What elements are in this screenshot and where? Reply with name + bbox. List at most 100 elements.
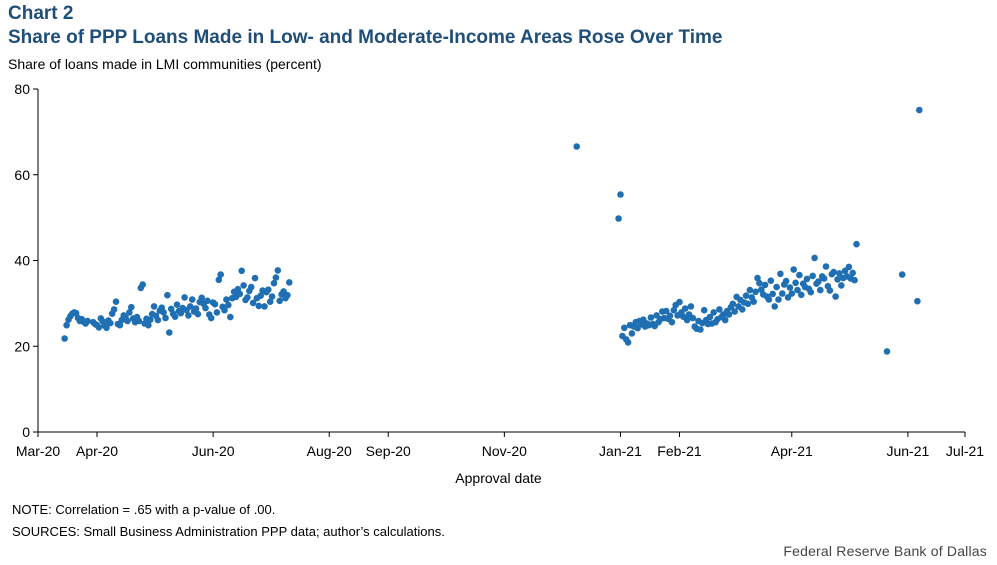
data-point [84, 317, 91, 325]
data-point [742, 292, 750, 300]
data-point [61, 335, 68, 342]
data-point [194, 310, 202, 318]
x-tick-label: Jan-21 [599, 443, 642, 459]
data-point [247, 283, 255, 291]
data-point [767, 277, 775, 285]
publisher-credit: Federal Reserve Bank of Dallas [783, 543, 987, 559]
data-point [624, 339, 632, 346]
data-point [729, 300, 737, 308]
data-point [173, 301, 181, 309]
data-point [721, 316, 729, 324]
x-tick-label: Jul-21 [946, 443, 984, 459]
data-point [832, 293, 839, 300]
data-point [268, 293, 276, 300]
data-point [769, 290, 776, 298]
data-point [266, 298, 274, 306]
data-point [227, 313, 234, 321]
data-point [836, 270, 843, 277]
data-point [826, 287, 834, 294]
data-point [830, 268, 837, 276]
data-point [786, 284, 794, 291]
data-point [171, 313, 179, 321]
data-point [838, 282, 845, 289]
y-tick-label: 0 [22, 424, 30, 440]
data-point [809, 272, 816, 280]
data-point [796, 271, 803, 279]
data-point [270, 279, 278, 287]
data-point [103, 324, 110, 332]
data-point [739, 306, 746, 313]
data-point [798, 291, 805, 299]
data-point [851, 276, 858, 284]
x-axis-ticks: Mar-20 Apr-20 Jun-20 Aug-20 Sep-20 Nov-20 Jan-… [16, 432, 984, 459]
x-tick-label: Mar-20 [16, 443, 61, 459]
data-point [815, 278, 822, 285]
data-point [647, 314, 655, 321]
data-point [162, 314, 169, 322]
y-axis-unit-label: Share of loans made in LMI communities (… [8, 56, 322, 72]
data-point [63, 321, 70, 329]
data-point [752, 288, 759, 296]
data-point [207, 314, 215, 322]
data-point [779, 290, 786, 297]
data-point [286, 279, 293, 286]
data-point [761, 281, 769, 289]
data-point [914, 297, 921, 305]
data-point [249, 299, 257, 307]
data-point [164, 291, 171, 299]
data-point [95, 324, 103, 331]
data-point [198, 294, 205, 302]
data-point [746, 286, 754, 294]
data-point [202, 304, 209, 312]
data-point [744, 300, 752, 308]
data-point [731, 308, 738, 315]
chart-sources: SOURCES: Small Business Administration P… [12, 524, 445, 539]
data-point [916, 106, 923, 114]
data-points [61, 106, 923, 355]
y-tick-label: 40 [14, 253, 30, 269]
data-point [192, 305, 200, 312]
data-point [615, 215, 622, 222]
data-point [110, 306, 118, 313]
x-tick-label: Jun-21 [886, 443, 929, 459]
data-point [706, 313, 714, 321]
data-point [697, 326, 704, 333]
data-point [792, 279, 799, 287]
data-point [236, 290, 244, 298]
data-point [223, 296, 230, 303]
data-point [765, 296, 773, 303]
data-point [676, 298, 683, 306]
data-point [188, 296, 196, 303]
data-point [834, 276, 841, 283]
data-point [782, 277, 790, 285]
data-point [689, 314, 697, 322]
data-point [116, 321, 124, 329]
data-point [666, 312, 674, 320]
data-point [217, 271, 224, 278]
data-point [238, 267, 245, 275]
data-point [716, 306, 723, 313]
chart-title: Share of PPP Loans Made in Low- and Mode… [8, 27, 723, 48]
data-point [215, 276, 223, 284]
data-point [261, 303, 268, 310]
data-point [777, 270, 784, 278]
data-point [225, 301, 232, 309]
data-point [147, 316, 154, 324]
y-axis-ticks: 0 20 40 60 80 [14, 81, 38, 440]
data-point [725, 311, 733, 318]
data-point [807, 288, 815, 296]
data-point [126, 309, 133, 316]
chart-note: NOTE: Correlation = .65 with a p-value o… [12, 502, 276, 517]
data-point [284, 291, 291, 299]
data-point [754, 274, 761, 282]
x-tick-label: Feb-21 [657, 443, 702, 459]
data-point [817, 286, 824, 294]
x-tick-label: Nov-20 [482, 443, 527, 459]
y-tick-label: 60 [14, 167, 30, 183]
data-point [898, 271, 906, 278]
data-point [255, 302, 263, 310]
data-point [788, 290, 796, 297]
data-point [820, 275, 828, 282]
data-point [150, 303, 158, 310]
data-point [621, 324, 628, 332]
